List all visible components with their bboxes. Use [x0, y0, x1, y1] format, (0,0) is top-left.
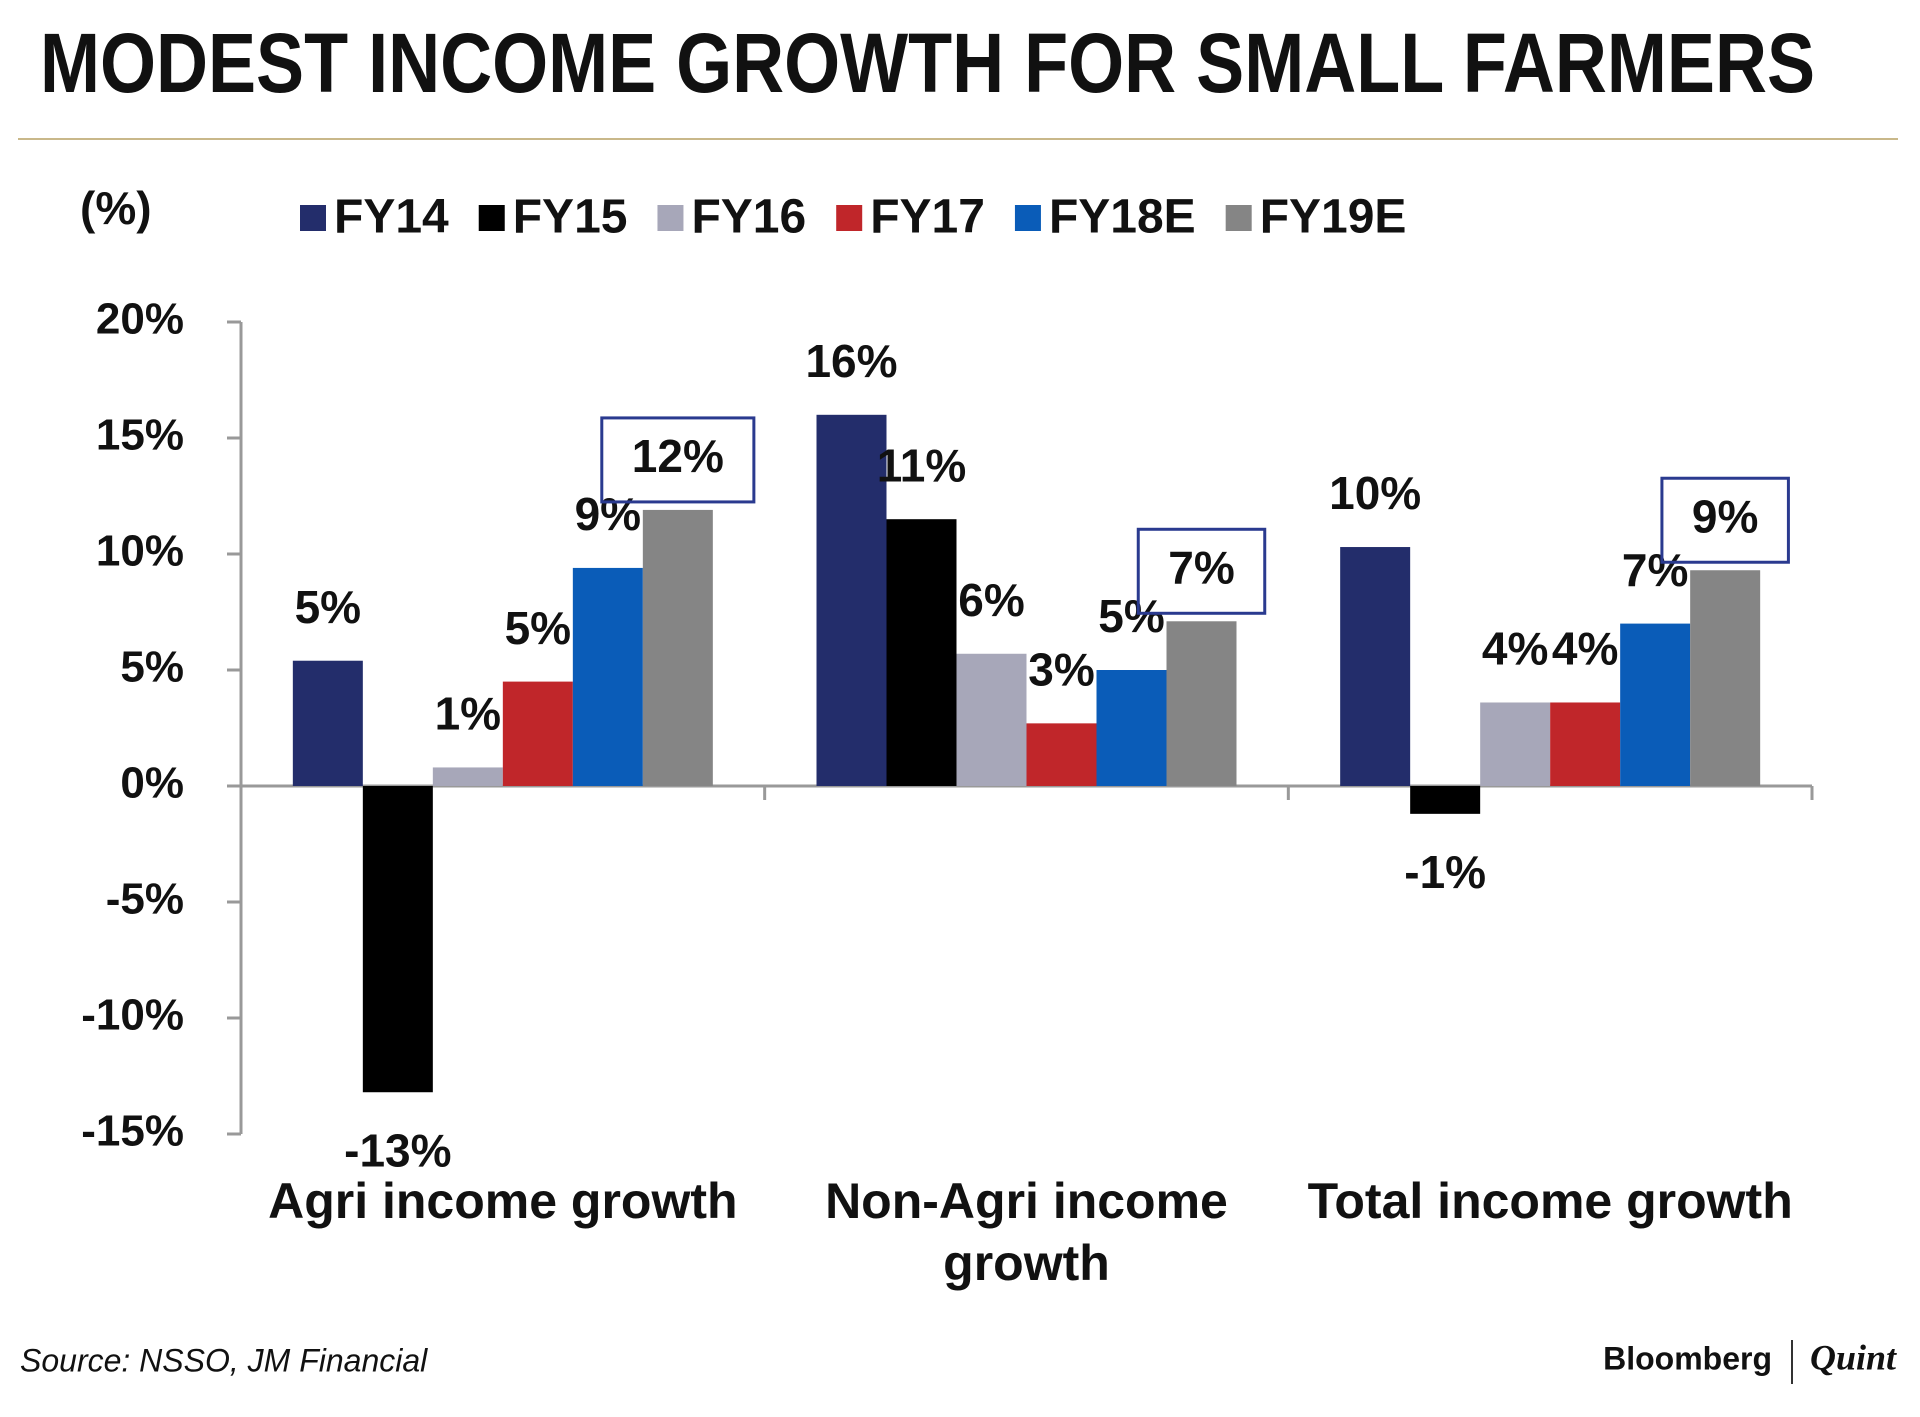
value-label: -1%	[1404, 846, 1486, 898]
brand: Quint	[1810, 1337, 1897, 1377]
value-label: 5%	[505, 602, 571, 654]
legend-swatch	[836, 205, 863, 231]
legend-swatch	[478, 205, 505, 231]
y-tick-label: 0%	[120, 759, 184, 808]
y-tick-label: 20%	[96, 295, 184, 344]
brand: Bloomberg	[1603, 1340, 1772, 1376]
bar	[1480, 702, 1551, 786]
label-box	[600, 416, 756, 504]
bar	[956, 653, 1027, 786]
y-axis-label: (%)	[80, 182, 152, 234]
legend-swatch	[1225, 205, 1252, 231]
value-label: 10%	[1329, 467, 1421, 519]
value-label: 3%	[1028, 644, 1094, 696]
bar	[432, 767, 503, 786]
value-label: 4%	[1552, 623, 1618, 675]
legend-label: FY17	[870, 191, 985, 244]
value-label: 4%	[1482, 623, 1548, 675]
bar	[502, 681, 573, 786]
value-label: 1%	[435, 688, 501, 740]
value-label: 11%	[877, 439, 967, 491]
value-label: 5%	[295, 581, 361, 633]
legend-label: FY15	[513, 191, 628, 244]
bar	[1620, 623, 1691, 786]
x-tick-label: Agri income growth	[268, 1173, 738, 1229]
bar	[816, 414, 887, 786]
y-tick-label: -10%	[81, 991, 184, 1040]
y-tick-label: -5%	[106, 875, 184, 924]
value-label: 9%	[1692, 490, 1758, 542]
x-tick-label: Total income growth	[1307, 1173, 1793, 1229]
bar	[1026, 723, 1097, 786]
bar	[1166, 621, 1237, 786]
bar	[1096, 670, 1167, 786]
label-box	[1660, 476, 1790, 564]
label-box	[1136, 527, 1267, 615]
y-tick-label: 5%	[120, 643, 184, 692]
legend-swatch	[1014, 205, 1041, 231]
legend-swatch	[657, 205, 684, 231]
bar	[886, 519, 957, 786]
bar	[1690, 570, 1761, 786]
value-label: 12%	[632, 430, 724, 482]
legend-label: FY16	[691, 191, 806, 244]
bar	[642, 509, 713, 786]
y-tick-label: 15%	[96, 411, 184, 460]
value-label: 7%	[1622, 544, 1688, 596]
legend-label: FY14	[334, 191, 449, 244]
legend-swatch	[300, 205, 326, 231]
bar	[362, 786, 433, 1093]
value-label: 6%	[958, 574, 1024, 626]
source: Source: NSSO, JM Financial	[20, 1342, 428, 1378]
bar	[1550, 702, 1621, 786]
value-label: -13%	[344, 1124, 451, 1176]
value-label: 9%	[575, 488, 641, 540]
value-label: 16%	[805, 335, 897, 387]
y-tick-label: 10%	[96, 527, 184, 576]
bar	[292, 660, 363, 786]
legend-label: FY18E	[1049, 191, 1196, 244]
value-label: 5%	[1098, 590, 1164, 642]
bar	[1410, 786, 1481, 814]
y-tick-label: -15%	[81, 1107, 184, 1156]
legend-label: FY19E	[1260, 191, 1407, 244]
value-label: 7%	[1168, 541, 1234, 593]
bar	[572, 567, 643, 786]
x-tick-label: Non-Agri income growth	[825, 1173, 1228, 1291]
chart-title: MODEST INCOME GROWTH FOR SMALL FARMERS	[40, 16, 1815, 110]
bar	[1340, 547, 1411, 786]
